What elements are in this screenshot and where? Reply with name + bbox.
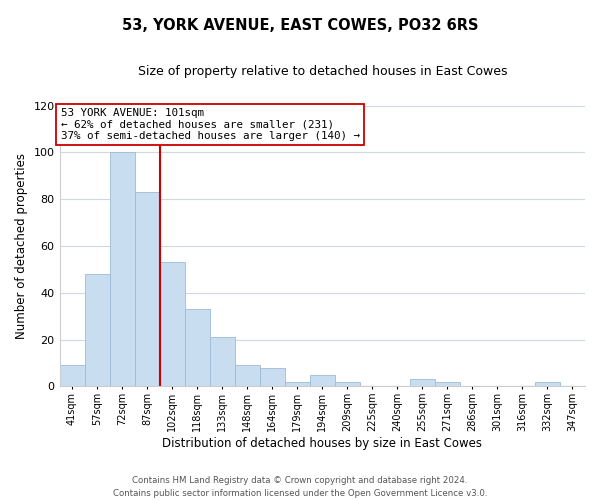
Bar [535, 382, 560, 386]
Bar [310, 374, 335, 386]
X-axis label: Distribution of detached houses by size in East Cowes: Distribution of detached houses by size … [162, 437, 482, 450]
Bar [260, 368, 285, 386]
Bar [85, 274, 110, 386]
Bar [435, 382, 460, 386]
Text: Contains HM Land Registry data © Crown copyright and database right 2024.
Contai: Contains HM Land Registry data © Crown c… [113, 476, 487, 498]
Text: 53, YORK AVENUE, EAST COWES, PO32 6RS: 53, YORK AVENUE, EAST COWES, PO32 6RS [122, 18, 478, 32]
Bar [134, 192, 160, 386]
Text: 53 YORK AVENUE: 101sqm
← 62% of detached houses are smaller (231)
37% of semi-de: 53 YORK AVENUE: 101sqm ← 62% of detached… [61, 108, 360, 141]
Bar [235, 366, 260, 386]
Bar [335, 382, 360, 386]
Bar [410, 380, 435, 386]
Bar [110, 152, 134, 386]
Title: Size of property relative to detached houses in East Cowes: Size of property relative to detached ho… [137, 65, 507, 78]
Y-axis label: Number of detached properties: Number of detached properties [15, 153, 28, 339]
Bar [209, 337, 235, 386]
Bar [160, 262, 185, 386]
Bar [59, 366, 85, 386]
Bar [285, 382, 310, 386]
Bar [185, 309, 209, 386]
